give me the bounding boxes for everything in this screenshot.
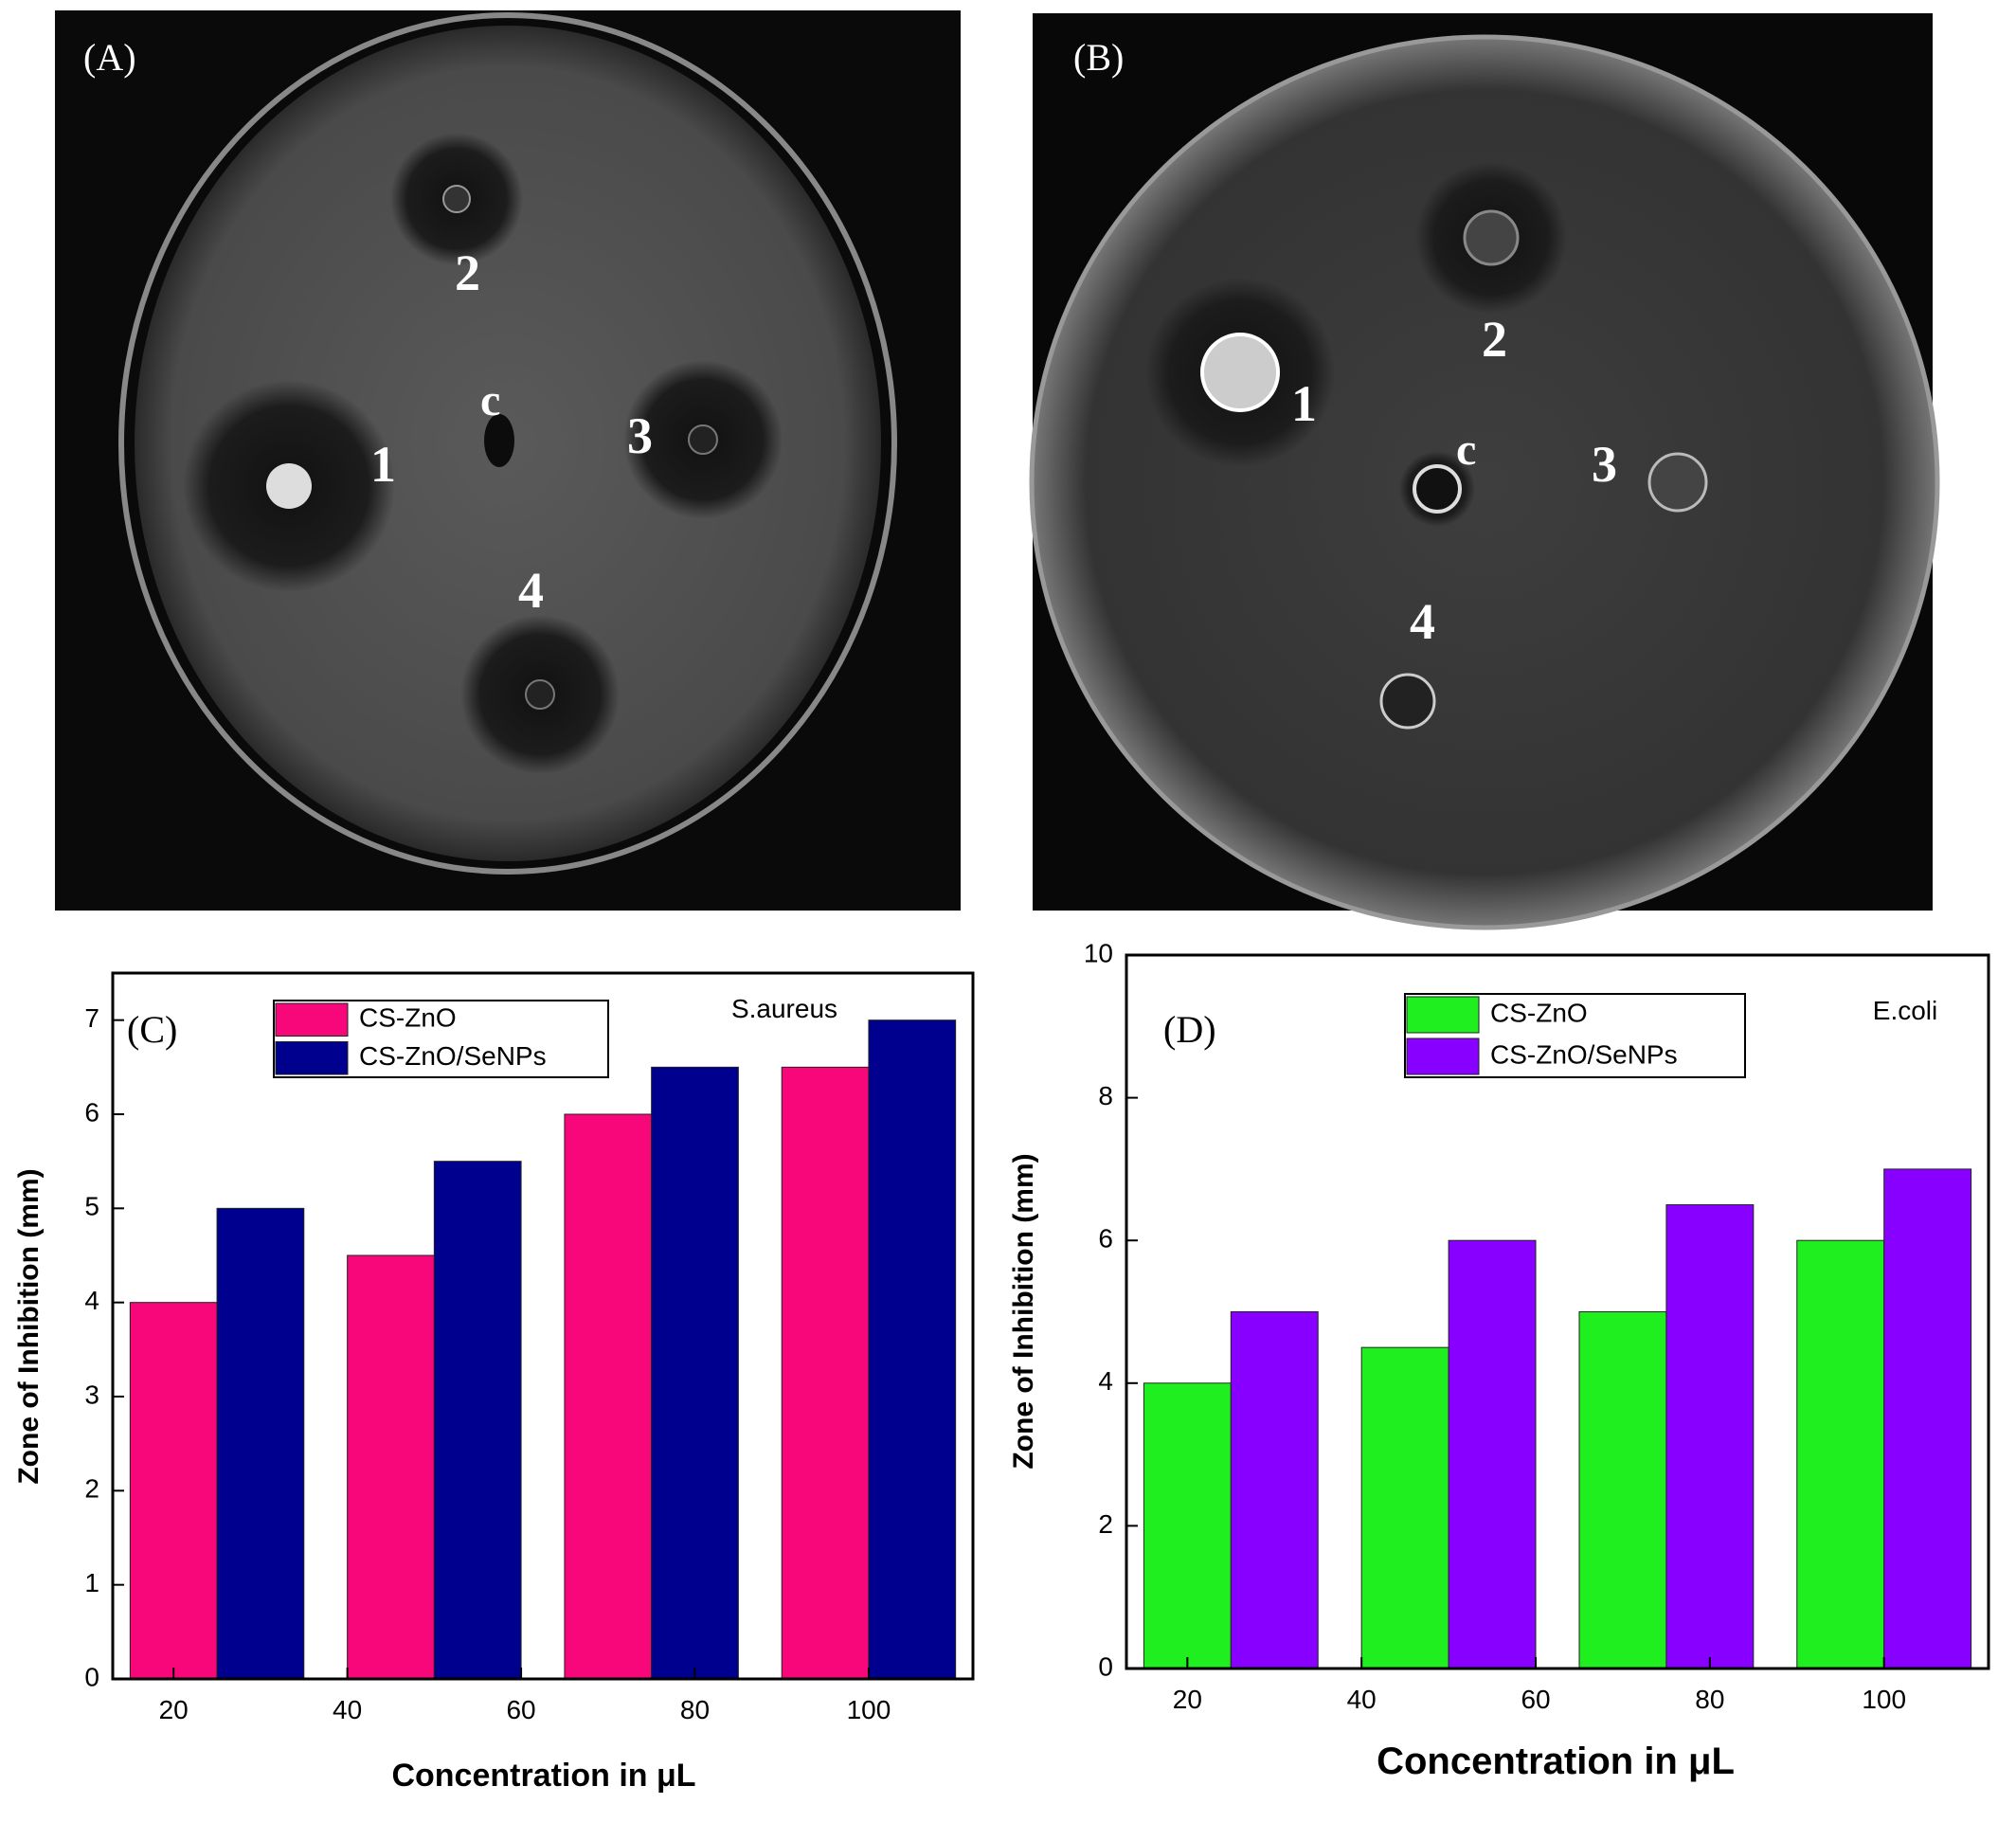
x-tick-label: 80: [1695, 1685, 1724, 1714]
legend-label: CS-ZnO/SeNPs: [359, 1041, 547, 1071]
y-tick-label: 6: [84, 1097, 99, 1127]
plot-frame: [1125, 953, 1990, 1670]
well-label: 2: [455, 244, 480, 301]
bar: [1796, 1239, 1885, 1669]
y-tick-label: 0: [84, 1662, 99, 1691]
chart: 0 2 4 6 8 10 20 40 60 80 100 Concentration in μL Zon…: [1008, 938, 1990, 1782]
bar: [868, 1019, 957, 1680]
x-axis-title: Concentration in μL: [1377, 1741, 1735, 1782]
x-tick-label: 20: [1173, 1685, 1202, 1714]
bar: [1230, 1311, 1319, 1669]
y-tick-label: 4: [84, 1286, 99, 1315]
well-label: 3: [627, 407, 653, 464]
well-label: 1: [370, 436, 396, 493]
x-tick-label: 100: [1862, 1685, 1906, 1714]
x-tick-label: 100: [847, 1695, 891, 1724]
bar: [129, 1302, 218, 1680]
bar: [1143, 1382, 1232, 1669]
legend-label: CS-ZnO: [1490, 998, 1588, 1027]
legend-swatch: [275, 1002, 349, 1037]
y-tick-label: 8: [1098, 1081, 1113, 1110]
y-tick-label: 4: [1098, 1366, 1113, 1396]
well-label: 3: [1592, 436, 1617, 493]
x-axis-title: Concentration in μL: [391, 1758, 695, 1794]
y-axis-title: Zone of Inhibition (mm): [13, 1168, 45, 1484]
panel-label: (D): [1163, 1008, 1216, 1051]
well-label: 2: [1482, 311, 1507, 368]
y-tick-label: 10: [1084, 938, 1113, 967]
y-tick-label: 3: [84, 1380, 99, 1409]
bar: [1578, 1311, 1667, 1669]
legend-label: CS-ZnO: [359, 1003, 457, 1033]
x-tick-label: 40: [333, 1695, 362, 1724]
panel-label: (C): [127, 1008, 177, 1051]
y-tick-label: 0: [1098, 1651, 1113, 1681]
bar: [1883, 1168, 1972, 1669]
y-tick-label: 2: [1098, 1509, 1113, 1539]
photo-a: (A) 1 2 c 3 4: [55, 10, 961, 911]
bar: [1448, 1239, 1537, 1669]
well-label: 4: [518, 562, 544, 619]
x-tick-label: 40: [1347, 1685, 1377, 1714]
x-tick-label: 80: [680, 1695, 710, 1724]
bar: [564, 1113, 653, 1680]
well-label: c: [1456, 424, 1476, 475]
legend-swatch: [1406, 1037, 1480, 1075]
panel-label: (B): [1073, 36, 1124, 79]
y-tick-label: 2: [84, 1474, 99, 1504]
bar: [1665, 1204, 1755, 1669]
well-label: 1: [1291, 375, 1317, 432]
bar: [651, 1066, 739, 1680]
bar: [216, 1207, 305, 1680]
annotation: E.coli: [1873, 996, 1937, 1025]
well-label: 4: [1410, 593, 1435, 650]
plot-frame: [111, 971, 975, 1681]
y-tick-label: 1: [84, 1568, 99, 1597]
panel-label: (A): [83, 36, 136, 79]
bar: [781, 1066, 870, 1680]
x-tick-label: 60: [1521, 1685, 1550, 1714]
bar: [347, 1254, 435, 1680]
legend-label: CS-ZnO/SeNPs: [1490, 1039, 1678, 1069]
x-tick-label: 60: [506, 1695, 535, 1724]
photo-b: (B) 1 2 c 3 4: [1029, 13, 1940, 930]
chart: 0 1 2 3 4 5 6 7 20 40 60 80 100 Concentration in μL Zo…: [13, 971, 975, 1794]
bar: [433, 1161, 522, 1680]
y-tick-label: 6: [1098, 1224, 1113, 1254]
well-label: c: [480, 375, 500, 425]
annotation: S.aureus: [731, 994, 837, 1023]
bar: [1360, 1346, 1449, 1669]
y-tick-label: 5: [84, 1192, 99, 1221]
y-tick-label: 7: [84, 1003, 99, 1033]
x-tick-label: 20: [159, 1695, 189, 1724]
legend-swatch: [275, 1041, 349, 1075]
legend-swatch: [1406, 996, 1480, 1034]
y-axis-title: Zone of Inhibition (mm): [1008, 1153, 1039, 1469]
